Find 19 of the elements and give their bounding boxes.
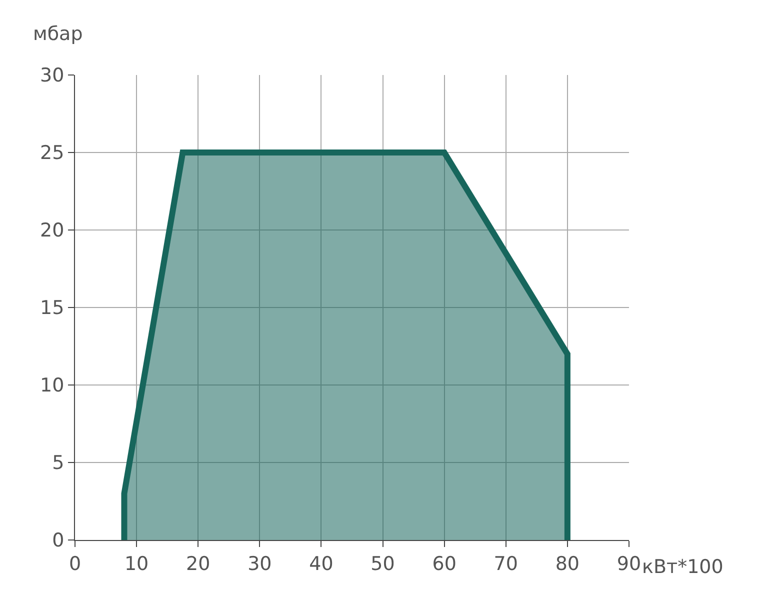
- x-tick-label: 80: [555, 552, 580, 575]
- y-tick-label: 20: [40, 220, 64, 242]
- y-tick-label: 5: [52, 452, 64, 474]
- x-tick-label: 20: [186, 552, 210, 575]
- x-tick-label: 10: [124, 552, 149, 575]
- x-tick-label: 50: [370, 552, 395, 575]
- x-tick-label: 30: [248, 552, 272, 575]
- y-tick-label: 30: [40, 64, 64, 87]
- y-tick-label: 0: [52, 530, 64, 552]
- y-axis-title: мбар: [33, 23, 83, 45]
- x-tick-label: 40: [309, 552, 334, 575]
- y-tick-label: 10: [40, 374, 64, 397]
- x-axis-title: кВт*100: [642, 556, 724, 578]
- x-tick-label: 0: [68, 552, 82, 575]
- x-tick-label: 70: [494, 552, 518, 575]
- x-tick-label: 60: [432, 552, 456, 575]
- x-tick-label: 90: [616, 552, 642, 575]
- y-tick-label: 25: [40, 142, 64, 164]
- y-tick-label: 15: [40, 297, 64, 320]
